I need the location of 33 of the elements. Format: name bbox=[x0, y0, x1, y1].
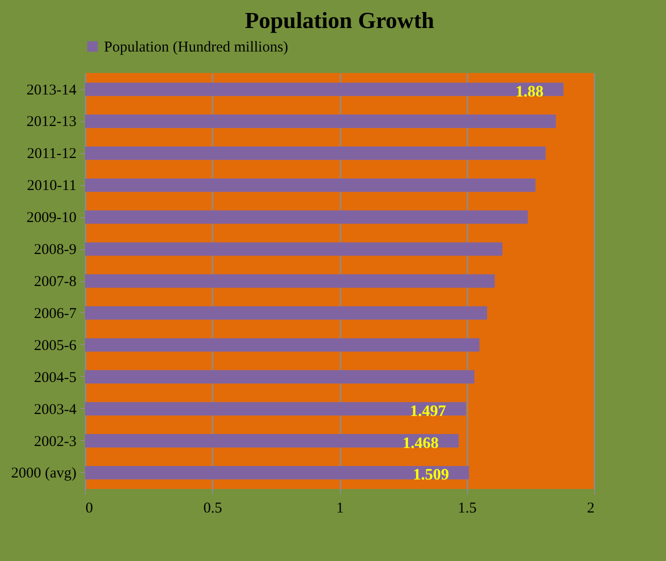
bar bbox=[85, 338, 480, 352]
bar bbox=[85, 210, 528, 224]
y-tick-label: 2008-9 bbox=[34, 242, 76, 258]
y-tick-label: 2007-8 bbox=[34, 274, 76, 290]
bar bbox=[85, 178, 536, 192]
x-tick-label: 1 bbox=[336, 500, 344, 516]
bar bbox=[85, 146, 546, 160]
y-tick-label: 2012-13 bbox=[26, 114, 76, 130]
bar bbox=[85, 242, 502, 256]
y-tick-label: 2013-14 bbox=[26, 82, 77, 98]
chart-title: Population Growth bbox=[244, 8, 434, 33]
bar bbox=[85, 114, 556, 128]
bar bbox=[85, 306, 488, 320]
y-tick-label: 2006-7 bbox=[34, 306, 77, 322]
x-tick-label: 0 bbox=[86, 500, 93, 516]
bar bbox=[85, 402, 466, 416]
legend-label: Population (Hundred millions) bbox=[104, 40, 288, 56]
x-tick-label: 2 bbox=[587, 500, 594, 516]
y-tick-label: 2010-11 bbox=[27, 178, 76, 194]
y-tick-label: 2005-6 bbox=[34, 338, 77, 354]
bar bbox=[85, 466, 470, 480]
y-tick-label: 2004-5 bbox=[34, 370, 76, 386]
y-tick-label: 2000 (avg) bbox=[11, 466, 76, 482]
bar bbox=[85, 434, 459, 448]
y-tick-label: 2011-12 bbox=[27, 146, 76, 162]
bar bbox=[85, 274, 495, 288]
x-tick-label: 1.5 bbox=[458, 500, 477, 516]
y-tick-label: 2009-10 bbox=[26, 210, 76, 226]
x-tick-label: 0.5 bbox=[203, 500, 222, 516]
y-tick-label: 2002-3 bbox=[34, 434, 76, 450]
bar bbox=[85, 82, 564, 96]
y-tick-label: 2003-4 bbox=[34, 402, 77, 418]
bar bbox=[85, 370, 474, 384]
